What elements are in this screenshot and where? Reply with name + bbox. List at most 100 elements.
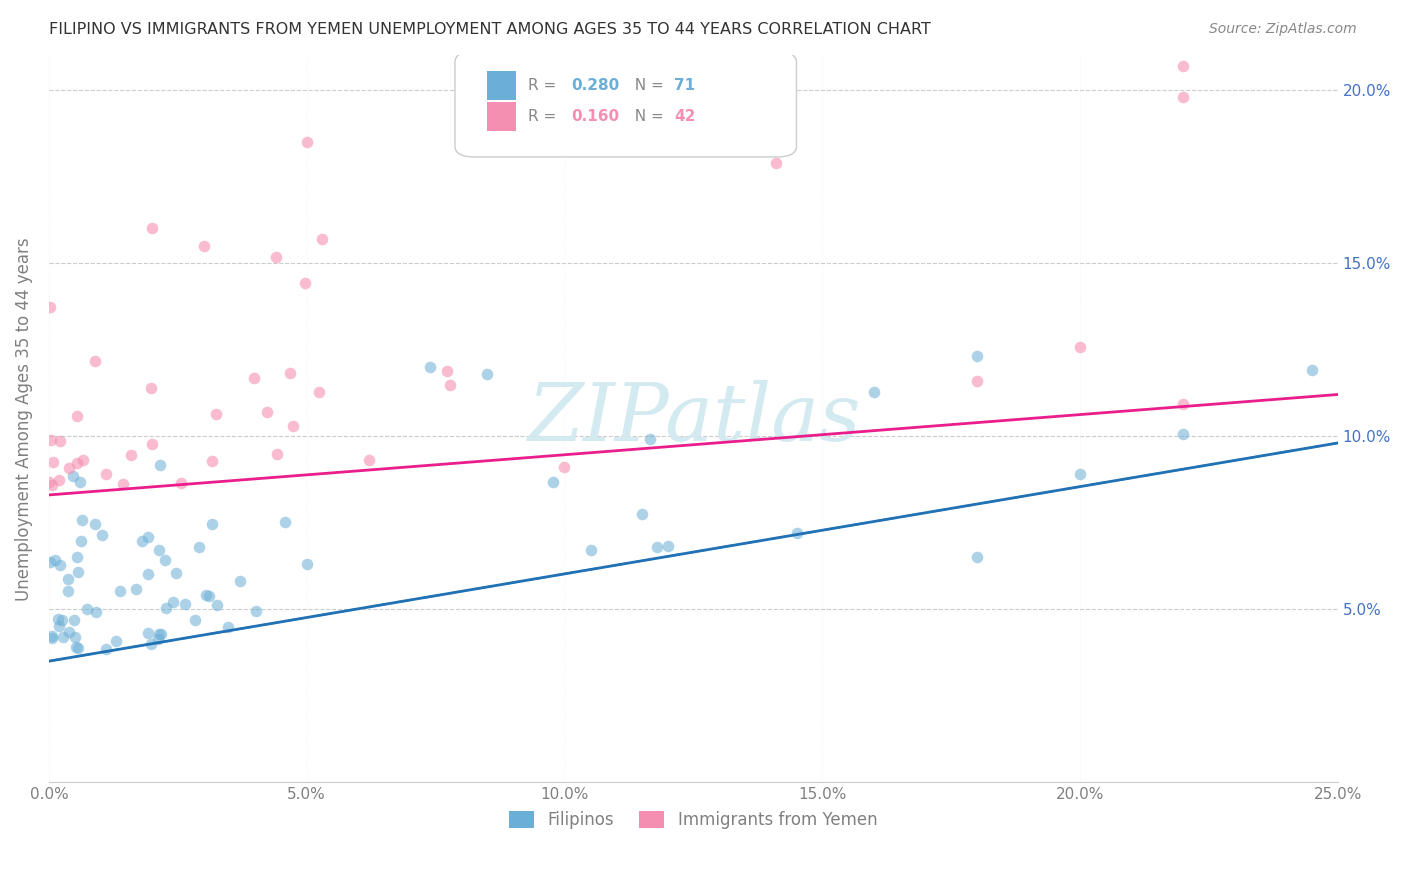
Text: 71: 71 [673, 78, 695, 93]
Point [141, 437, 163, 451]
Text: N =: N = [626, 78, 669, 93]
Point [657, 539, 679, 553]
Y-axis label: Unemployment Among Ages 35 to 44 years: Unemployment Among Ages 35 to 44 years [15, 237, 32, 600]
Point [966, 375, 988, 389]
FancyBboxPatch shape [486, 103, 516, 131]
Point [439, 377, 461, 392]
Point [52, 630, 75, 644]
Point [39, 433, 62, 447]
Point [66, 409, 89, 423]
Point [91, 527, 114, 541]
Point [647, 541, 669, 555]
Point [41, 631, 63, 645]
Point [72, 453, 94, 467]
Text: 42: 42 [673, 110, 696, 125]
Point [139, 381, 162, 395]
Point [58, 460, 80, 475]
Point [94, 467, 117, 481]
Point [311, 232, 333, 246]
Point [278, 366, 301, 380]
Point [553, 460, 575, 475]
Point [966, 550, 988, 565]
Point [66, 550, 89, 565]
Point [1171, 59, 1194, 73]
Point [201, 516, 224, 531]
Text: Source: ZipAtlas.com: Source: ZipAtlas.com [1209, 22, 1357, 37]
Point [44, 552, 66, 566]
Point [70, 512, 93, 526]
Point [138, 530, 160, 544]
Legend: Filipinos, Immigrants from Yemen: Filipinos, Immigrants from Yemen [503, 805, 884, 836]
Point [631, 507, 654, 521]
Point [274, 515, 297, 529]
Point [66, 565, 89, 579]
Point [256, 405, 278, 419]
Point [48, 473, 70, 487]
Point [294, 276, 316, 290]
Point [184, 613, 207, 627]
Point [120, 448, 142, 462]
Point [62, 469, 84, 483]
Point [170, 475, 193, 490]
Point [308, 384, 330, 399]
Point [786, 526, 808, 541]
Point [84, 353, 107, 368]
Text: N =: N = [626, 110, 669, 125]
Point [1171, 397, 1194, 411]
Point [153, 553, 176, 567]
Point [65, 640, 87, 654]
Point [1301, 363, 1323, 377]
Point [131, 534, 153, 549]
Point [58, 624, 80, 639]
Point [357, 453, 380, 467]
Point [56, 584, 79, 599]
Point [136, 567, 159, 582]
Text: FILIPINO VS IMMIGRANTS FROM YEMEN UNEMPLOYMENT AMONG AGES 35 TO 44 YEARS CORRELA: FILIPINO VS IMMIGRANTS FROM YEMEN UNEMPL… [49, 22, 931, 37]
Point [48, 619, 70, 633]
Point [108, 583, 131, 598]
Point [1171, 89, 1194, 103]
Point [765, 156, 787, 170]
Point [173, 597, 195, 611]
Point [148, 627, 170, 641]
Point [148, 632, 170, 647]
FancyBboxPatch shape [456, 52, 796, 157]
Point [245, 603, 267, 617]
Text: 0.160: 0.160 [571, 110, 619, 125]
Point [125, 582, 148, 597]
Point [49, 434, 72, 449]
Point [56, 572, 79, 586]
Point [96, 642, 118, 657]
Point [195, 588, 218, 602]
Point [862, 385, 884, 400]
Point [149, 627, 172, 641]
Point [38, 475, 60, 489]
Point [242, 371, 264, 385]
Point [966, 349, 988, 363]
Point [205, 408, 228, 422]
Point [69, 475, 91, 489]
Text: 0.280: 0.280 [571, 78, 619, 93]
Point [49, 558, 72, 573]
Point [475, 367, 498, 381]
FancyBboxPatch shape [486, 71, 516, 100]
Point [111, 476, 134, 491]
Point [579, 543, 602, 558]
Point [148, 542, 170, 557]
Point [1069, 340, 1091, 354]
Point [295, 135, 318, 149]
Point [141, 636, 163, 650]
Point [66, 456, 89, 470]
Point [105, 633, 128, 648]
Point [264, 251, 287, 265]
Point [136, 626, 159, 640]
Point [84, 605, 107, 619]
Text: R =: R = [529, 110, 561, 125]
Point [42, 455, 65, 469]
Point [41, 629, 63, 643]
Point [48, 612, 70, 626]
Point [297, 558, 319, 572]
Point [155, 600, 177, 615]
Point [162, 595, 184, 609]
Point [141, 221, 163, 235]
